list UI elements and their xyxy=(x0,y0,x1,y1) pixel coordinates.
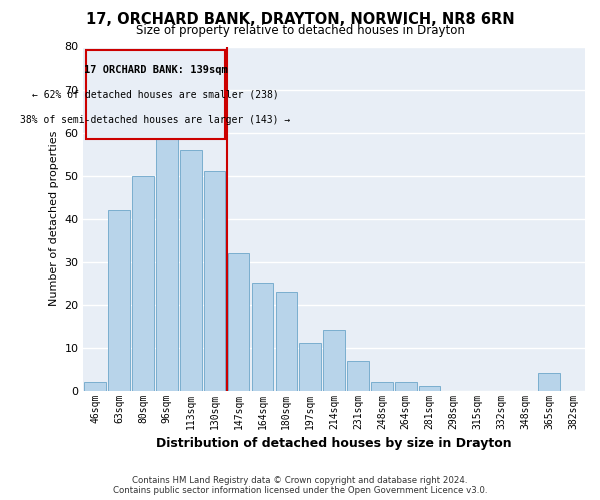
FancyBboxPatch shape xyxy=(86,50,225,140)
Bar xyxy=(109,210,130,390)
Text: Contains HM Land Registry data © Crown copyright and database right 2024.: Contains HM Land Registry data © Crown c… xyxy=(132,476,468,485)
Bar xyxy=(204,172,226,390)
Bar xyxy=(538,374,560,390)
Bar xyxy=(323,330,345,390)
Bar xyxy=(251,283,273,391)
Text: 17 ORCHARD BANK: 139sqm: 17 ORCHARD BANK: 139sqm xyxy=(83,64,227,74)
Bar xyxy=(419,386,440,390)
Bar xyxy=(228,253,249,390)
Bar xyxy=(156,132,178,390)
Text: Size of property relative to detached houses in Drayton: Size of property relative to detached ho… xyxy=(136,24,464,37)
Bar xyxy=(299,344,321,390)
X-axis label: Distribution of detached houses by size in Drayton: Distribution of detached houses by size … xyxy=(157,437,512,450)
Bar xyxy=(371,382,392,390)
Bar xyxy=(395,382,416,390)
Y-axis label: Number of detached properties: Number of detached properties xyxy=(49,131,59,306)
Bar xyxy=(180,150,202,390)
Text: 17, ORCHARD BANK, DRAYTON, NORWICH, NR8 6RN: 17, ORCHARD BANK, DRAYTON, NORWICH, NR8 … xyxy=(86,12,514,28)
Bar xyxy=(275,292,297,390)
Text: 38% of semi-detached houses are larger (143) →: 38% of semi-detached houses are larger (… xyxy=(20,114,290,124)
Text: Contains public sector information licensed under the Open Government Licence v3: Contains public sector information licen… xyxy=(113,486,487,495)
Bar xyxy=(132,176,154,390)
Bar xyxy=(85,382,106,390)
Text: ← 62% of detached houses are smaller (238): ← 62% of detached houses are smaller (23… xyxy=(32,90,279,100)
Bar xyxy=(347,360,369,390)
